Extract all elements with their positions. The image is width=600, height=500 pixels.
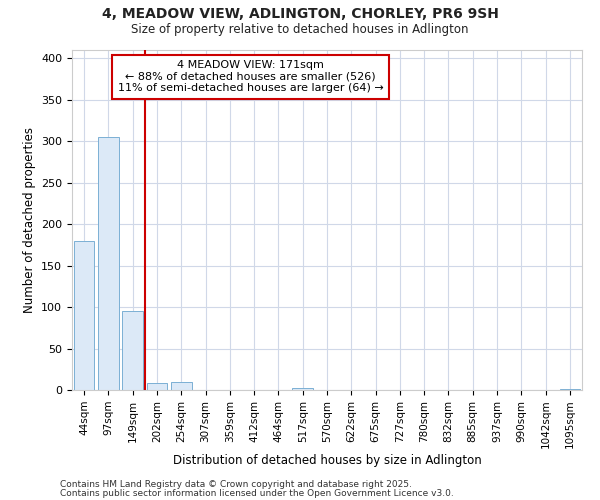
Bar	[74, 240, 94, 390]
Text: Contains HM Land Registry data © Crown copyright and database right 2025.: Contains HM Land Registry data © Crown c…	[60, 480, 412, 489]
Bar	[560, 389, 580, 390]
X-axis label: Distribution of detached houses by size in Adlington: Distribution of detached houses by size …	[173, 454, 481, 467]
Bar	[146, 384, 167, 390]
Bar	[98, 137, 119, 390]
Text: Contains public sector information licensed under the Open Government Licence v3: Contains public sector information licen…	[60, 489, 454, 498]
Text: 4 MEADOW VIEW: 171sqm
← 88% of detached houses are smaller (526)
11% of semi-det: 4 MEADOW VIEW: 171sqm ← 88% of detached …	[118, 60, 383, 94]
Text: 4, MEADOW VIEW, ADLINGTON, CHORLEY, PR6 9SH: 4, MEADOW VIEW, ADLINGTON, CHORLEY, PR6 …	[101, 8, 499, 22]
Text: Size of property relative to detached houses in Adlington: Size of property relative to detached ho…	[131, 22, 469, 36]
Bar	[122, 311, 143, 390]
Y-axis label: Number of detached properties: Number of detached properties	[23, 127, 35, 313]
Bar	[171, 382, 191, 390]
Bar	[292, 388, 313, 390]
